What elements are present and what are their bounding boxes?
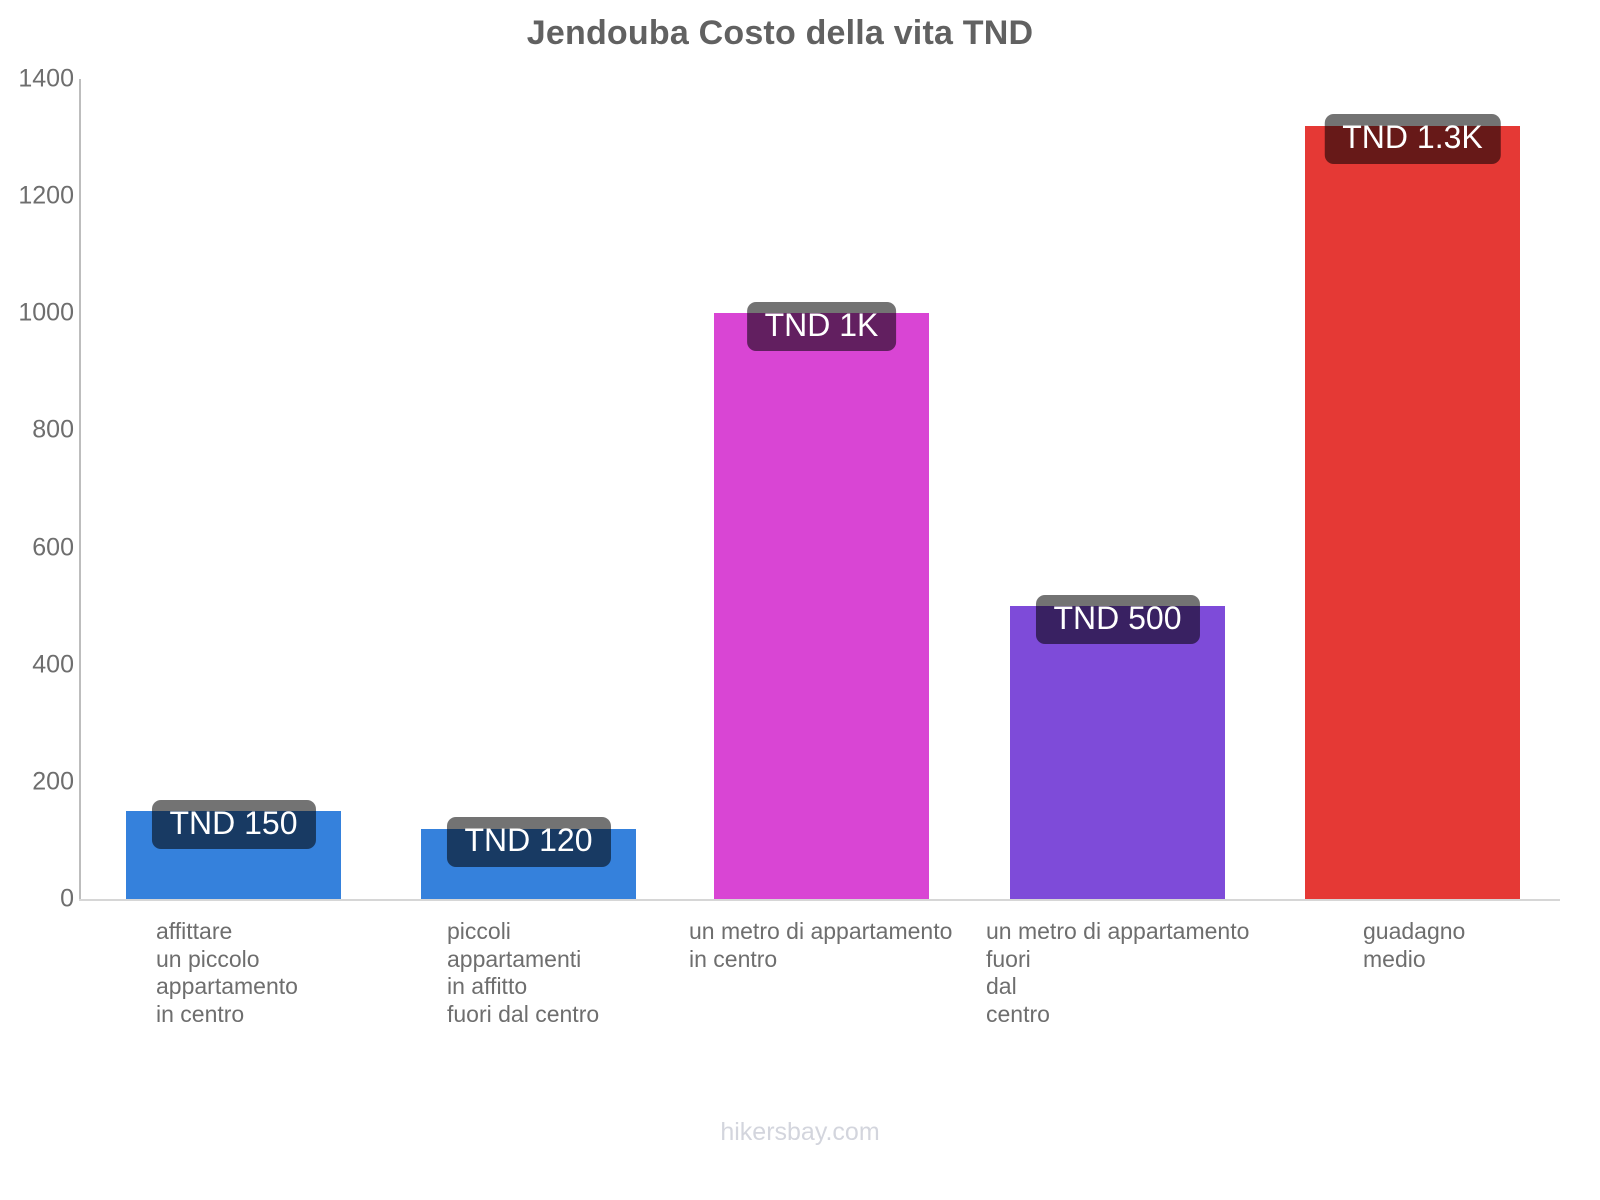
x-category-label-4: guadagno medio	[1363, 918, 1466, 972]
footer-credit: hikersbay.com	[720, 1118, 880, 1146]
x-category-label-2: un metro di appartamento in centro	[689, 918, 953, 972]
bar-value-label: TND 150	[151, 799, 316, 850]
bar-guadagno-medio[interactable]: TND 1.3K	[1305, 114, 1520, 899]
y-axis-line	[79, 79, 81, 899]
bar-value-label: TND 1K	[746, 301, 897, 352]
bar-un-metro-di-appartamento-fuori-dal-centro[interactable]: TND 500	[1010, 594, 1225, 899]
y-tick-0: 0	[60, 884, 74, 913]
y-axis-tick-labels: 1400 1200 1000 800 600 400 200 0	[0, 0, 74, 1200]
x-category-label-1: piccoli appartamenti in affitto fuori da…	[447, 918, 600, 1027]
y-tick-1200: 1200	[18, 181, 74, 210]
chart-title: Jendouba Costo della vita TND	[526, 14, 1034, 52]
bar-value-label: TND 120	[446, 817, 611, 867]
bar-value-label: TND 500	[1035, 594, 1200, 645]
y-tick-200: 200	[32, 767, 74, 796]
x-category-label-3: un metro di appartamento fuori dal centr…	[986, 918, 1250, 1027]
x-axis-line	[79, 899, 1560, 901]
bar-affittare-un-piccolo-appartamento-in-centro[interactable]: TND 150	[126, 799, 341, 899]
y-tick-400: 400	[32, 650, 74, 679]
y-tick-600: 600	[32, 533, 74, 562]
bar-value-label: TND 1.3K	[1324, 114, 1501, 164]
bar-un-metro-di-appartamento-in-centro[interactable]: TND 1K	[714, 301, 929, 899]
bar-piccoli-appartamenti-in-affitto-fuori-dal-centro[interactable]: TND 120	[421, 817, 636, 899]
y-tick-800: 800	[32, 415, 74, 444]
x-category-label-0: affittare un piccolo appartamento in cen…	[156, 918, 298, 1027]
y-tick-1400: 1400	[18, 64, 74, 93]
y-tick-1000: 1000	[18, 298, 74, 327]
